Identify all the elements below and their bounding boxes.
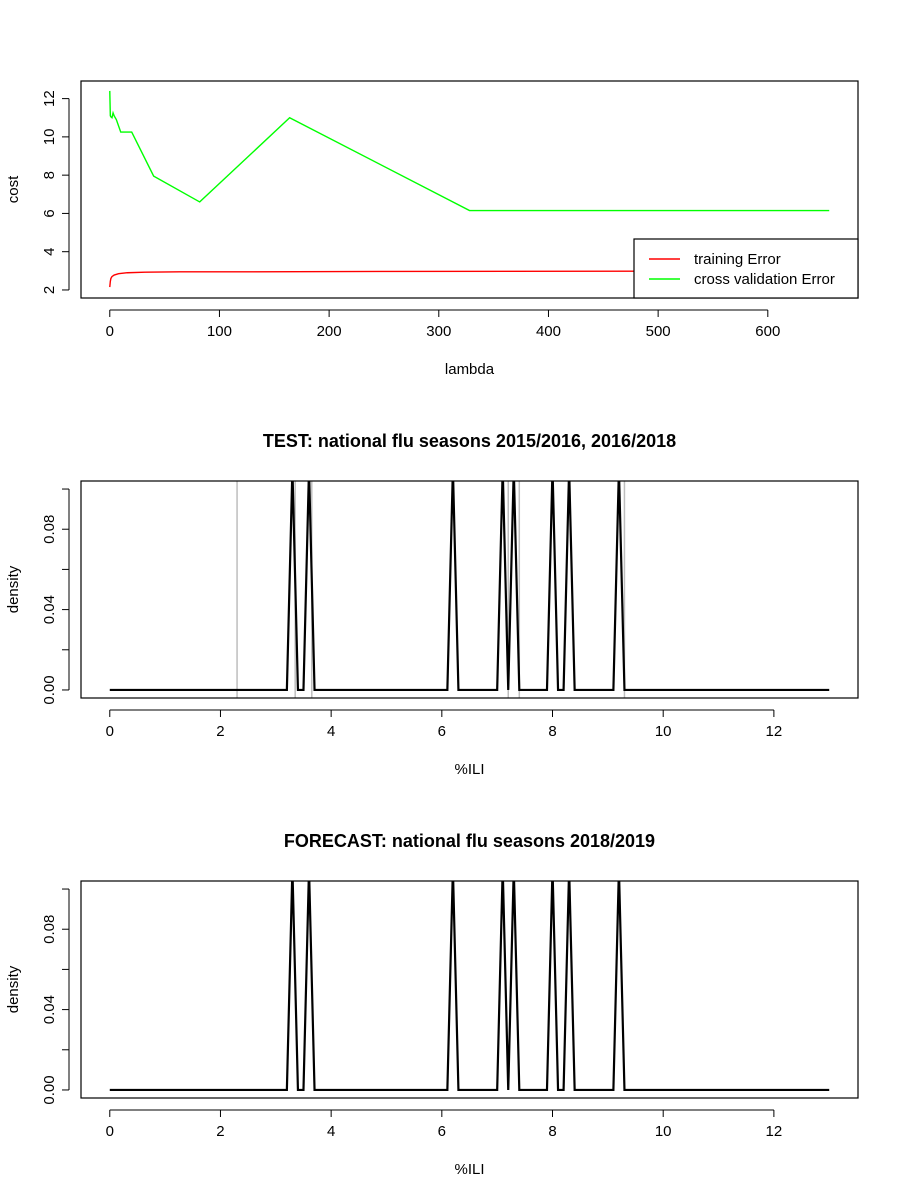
x-tick-label: 200: [317, 323, 342, 340]
y-axis-title: density: [5, 965, 22, 1013]
plot-frame: [80, 480, 859, 699]
x-tick-label: 4: [327, 1123, 335, 1140]
x-tick-label: 6: [438, 723, 446, 740]
x-tick-label: 4: [327, 723, 335, 740]
legend-label-2: cross validation Error: [694, 271, 835, 288]
x-tick-label: 500: [646, 323, 671, 340]
x-tick-label: 12: [766, 1123, 783, 1140]
x-tick-label: 2: [216, 1123, 224, 1140]
y-tick-label: 2: [41, 286, 58, 294]
chart-panel-2: TEST: national flu seasons 2015/2016, 20…: [5, 431, 859, 778]
x-tick-label: 6: [438, 1123, 446, 1140]
y-tick-label: 0.00: [41, 1075, 58, 1104]
x-tick-label: 400: [536, 323, 561, 340]
x-tick-label: 100: [207, 323, 232, 340]
series-line-1: [109, 881, 830, 1092]
chart-title: FORECAST: national flu seasons 2018/2019: [284, 831, 655, 851]
x-axis-title: %ILI: [454, 1161, 484, 1178]
y-tick-label: 0.04: [41, 595, 58, 624]
series-line-1: [109, 481, 830, 692]
legend: training Error cross validation Error: [633, 238, 859, 299]
y-tick-label: 4: [41, 248, 58, 256]
x-tick-label: 600: [755, 323, 780, 340]
chart-panel-3: FORECAST: national flu seasons 2018/2019…: [5, 831, 859, 1178]
x-tick-label: 8: [548, 1123, 556, 1140]
x-tick-label: 12: [766, 723, 783, 740]
series-line-2: [109, 90, 830, 212]
legend-label-1: training Error: [694, 251, 781, 268]
y-tick-label: 0.08: [41, 915, 58, 944]
chart-panel-1: 0 100 200 300 400 500 600 lambda 2 4 6 8 10 12 cost tra…: [5, 80, 859, 378]
legend-box: [633, 238, 859, 299]
chart-title: TEST: national flu seasons 2015/2016, 20…: [263, 431, 676, 451]
y-tick-label: 10: [41, 129, 58, 146]
y-axis-title: cost: [5, 175, 22, 203]
y-tick-label: 0.00: [41, 675, 58, 704]
x-tick-label: 300: [426, 323, 451, 340]
plot-frame: [80, 880, 859, 1099]
x-tick-label: 0: [106, 723, 114, 740]
y-tick-label: 8: [41, 171, 58, 179]
x-tick-label: 0: [106, 1123, 114, 1140]
x-tick-label: 0: [106, 323, 114, 340]
y-tick-label: 0.04: [41, 995, 58, 1024]
x-tick-label: 10: [655, 723, 672, 740]
series-line-1: [109, 270, 830, 288]
y-tick-label: 0.08: [41, 515, 58, 544]
x-tick-label: 8: [548, 723, 556, 740]
x-tick-label: 2: [216, 723, 224, 740]
plot-frame: [80, 80, 859, 299]
y-tick-label: 12: [41, 90, 58, 107]
x-tick-label: 10: [655, 1123, 672, 1140]
x-axis-title: lambda: [445, 361, 495, 378]
y-tick-label: 6: [41, 209, 58, 217]
x-axis-title: %ILI: [454, 761, 484, 778]
y-axis-title: density: [5, 565, 22, 613]
